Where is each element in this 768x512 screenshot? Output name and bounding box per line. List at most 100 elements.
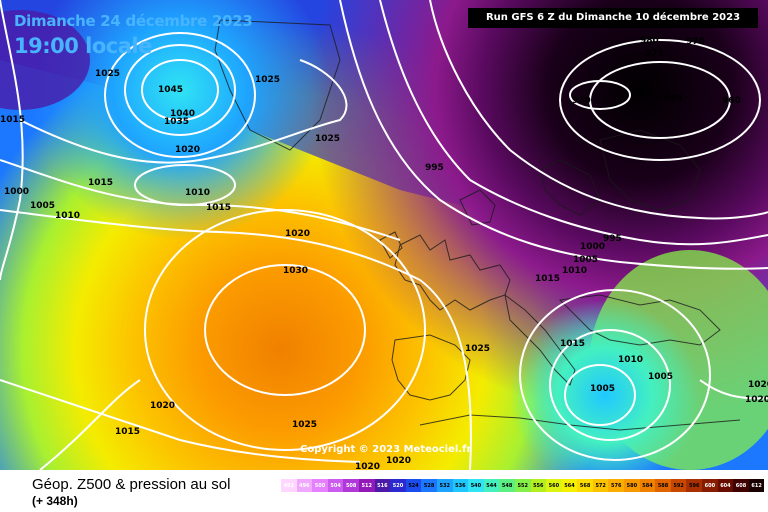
scale-swatch [452, 479, 469, 492]
scale-label: 512 [361, 483, 372, 489]
isobar-label: 1025 [292, 420, 317, 430]
isobar-label: 995 [425, 163, 444, 173]
isobar-label: 1020 [175, 145, 200, 155]
isobar-label: 1020 [285, 229, 310, 239]
scale-label: 552 [517, 483, 528, 489]
isobar-label: 1045 [158, 85, 183, 95]
isobar-label: 1015 [560, 339, 585, 349]
scale-label: 604 [720, 483, 731, 489]
scale-swatch [390, 479, 406, 492]
isobar-label: 1015 [535, 274, 560, 284]
scale-label: 500 [314, 483, 326, 489]
scale-label: 548 [501, 483, 513, 489]
scale-swatch [468, 479, 484, 492]
scale-label: 492 [283, 483, 295, 489]
isobar-label: 1025 [465, 344, 490, 354]
scale-swatch [702, 479, 718, 492]
isobar-label: 1005 [30, 201, 55, 211]
isobar-label: 1035 [164, 117, 189, 127]
scale-label: 612 [751, 483, 762, 489]
isobar-label: 960 [722, 96, 741, 106]
isobar-label: 1005 [573, 255, 598, 265]
scale-label: 516 [377, 483, 388, 489]
scale-swatch [499, 479, 515, 492]
scale-swatch [748, 479, 765, 492]
scale-label: 556 [533, 483, 544, 489]
scale-label: 596 [689, 483, 700, 489]
scale-label: 544 [486, 483, 497, 489]
scale-label: 580 [626, 483, 638, 489]
scale-label: 520 [392, 483, 404, 489]
copyright-text: Copyright © 2023 Meteociel.fr [300, 444, 472, 455]
scale-swatch [608, 479, 625, 492]
scale-swatch [358, 479, 375, 492]
isobar-label: 970 [572, 96, 591, 106]
forecast-date: Dimanche 24 décembre 2023 [14, 12, 253, 30]
scale-swatch [281, 479, 297, 492]
isobar-label: 970 [686, 37, 705, 47]
run-info: Run GFS 6 Z du Dimanche 10 décembre 2023 [468, 8, 758, 28]
scale-swatch [577, 479, 593, 492]
scale-label: 524 [408, 483, 419, 489]
scale-label: 608 [735, 483, 747, 489]
legend-footer: Géop. Z500 & pression au sol (+ 348h) 49… [0, 470, 768, 512]
scale-swatch [546, 479, 562, 492]
isobar-label: 1020 [748, 380, 768, 390]
isobar-label: 1015 [115, 427, 140, 437]
isobar-label: 1010 [185, 188, 210, 198]
isobar-label: 1025 [95, 69, 120, 79]
scale-label: 536 [455, 483, 466, 489]
scale-label: 576 [611, 483, 622, 489]
scale-label: 508 [345, 483, 357, 489]
scale-label: 600 [704, 483, 716, 489]
scale-label: 504 [330, 483, 341, 489]
color-scale [281, 479, 765, 492]
scale-label: 584 [642, 483, 653, 489]
isobar-label: 1025 [255, 75, 280, 85]
scale-label: 496 [299, 483, 310, 489]
scale-label: 540 [470, 483, 482, 489]
isobar-label: 1005 [590, 384, 615, 394]
scale-label: 564 [564, 483, 575, 489]
isobar-label: 1005 [648, 372, 673, 382]
isobars [0, 0, 768, 470]
forecast-hours: (+ 348h) [32, 494, 78, 508]
color-scale-labels: 492 496 500 504 508 512 516 520 524 528 532 536 540 5… [281, 480, 764, 492]
scale-swatch [670, 479, 687, 492]
weather-map: 1025 1045 1040 1035 1025 1015 1020 1025 … [0, 0, 768, 470]
isobar-label: 975 [645, 49, 664, 59]
isobar-labels: 1025 1045 1040 1035 1025 1015 1020 1025 … [0, 36, 768, 470]
isobar-label: 1015 [206, 203, 231, 213]
scale-label: 532 [439, 483, 450, 489]
scale-swatch [639, 479, 656, 492]
isobar-label: 980 [640, 36, 659, 46]
scale-swatch [327, 479, 344, 492]
forecast-time: 19:00 locale [14, 34, 152, 58]
scale-swatch [530, 479, 547, 492]
isobar-label: 1015 [88, 178, 113, 188]
isobar-label: 1020 [745, 395, 768, 405]
isobar-label: 1015 [0, 115, 25, 125]
scale-swatch [733, 479, 749, 492]
scale-swatch [296, 479, 313, 492]
scale-swatch [561, 479, 578, 492]
scale-label: 560 [548, 483, 560, 489]
scale-swatch [343, 479, 359, 492]
scale-swatch [374, 479, 391, 492]
isobar-label: 1030 [283, 266, 308, 276]
isobar-label: 1000 [580, 242, 605, 252]
map-canvas: 1025 1045 1040 1035 1025 1015 1020 1025 … [0, 0, 768, 470]
scale-swatch [421, 479, 437, 492]
isobar-label: 965 [664, 94, 683, 104]
isobar-label: 995 [603, 234, 622, 244]
scale-label: 588 [657, 483, 669, 489]
scale-swatch [717, 479, 734, 492]
map-title: Géop. Z500 & pression au sol [32, 476, 231, 493]
scale-swatch [312, 479, 328, 492]
scale-swatch [405, 479, 422, 492]
scale-label: 572 [595, 483, 606, 489]
isobar-label: 1020 [386, 456, 411, 466]
scale-swatch [483, 479, 500, 492]
scale-swatch [436, 479, 453, 492]
isobar-label: 1010 [562, 266, 587, 276]
